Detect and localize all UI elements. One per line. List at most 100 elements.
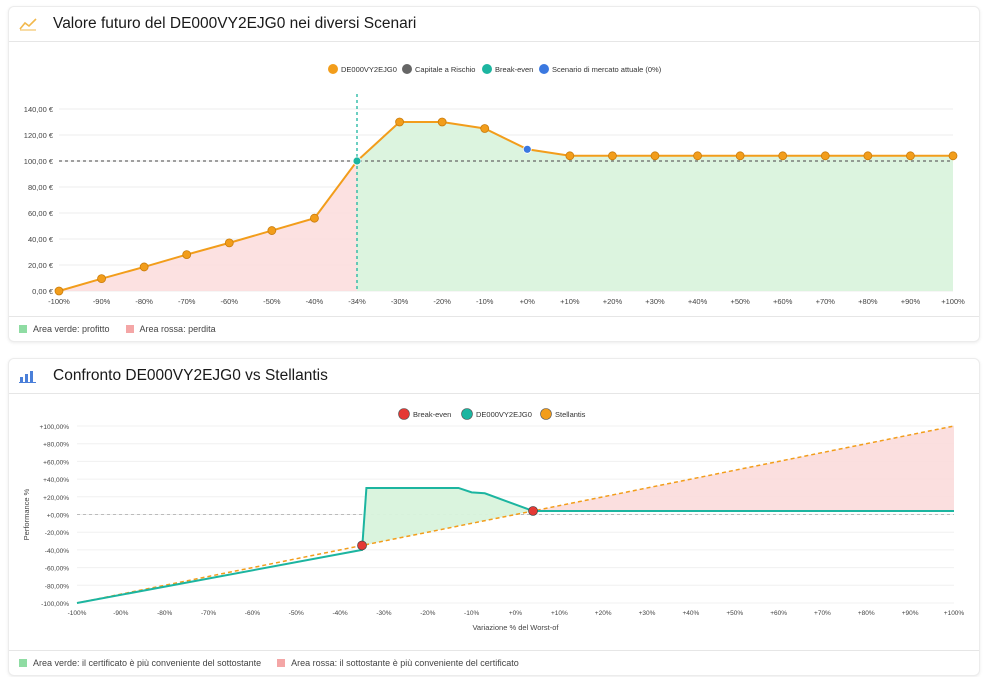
footer-item-profit: Area verde: profitto bbox=[19, 324, 110, 334]
y-tick-label: -100,00% bbox=[41, 601, 69, 608]
chart-legend: DE000VY2EJG0 Capitale a Rischio Break-even… bbox=[328, 64, 662, 74]
card-header: Valore futuro del DE000VY2EJG0 nei diver… bbox=[9, 7, 979, 42]
comparison-chart-card: Confronto DE000VY2EJG0 vs Stellantis Bre… bbox=[8, 358, 980, 676]
x-tick-label: -80% bbox=[135, 297, 153, 306]
certificate-line bbox=[76, 486, 954, 604]
legend-marker bbox=[398, 408, 410, 420]
x-tick-label: +50% bbox=[726, 610, 743, 617]
y-tick-label: 40,00 € bbox=[28, 235, 54, 244]
data-point bbox=[565, 151, 575, 161]
x-tick-label: -50% bbox=[289, 610, 304, 617]
legend-label: DE000VY2EJG0 bbox=[476, 410, 532, 419]
data-point bbox=[54, 286, 64, 296]
legend-label: Capitale a Rischio bbox=[415, 65, 475, 74]
data-point bbox=[735, 151, 745, 161]
x-tick-label: +30% bbox=[645, 297, 665, 306]
green-swatch bbox=[19, 325, 27, 333]
certificate-advantage-area bbox=[362, 487, 534, 546]
x-tick-label: -10% bbox=[476, 297, 494, 306]
scenario-chart-card: Valore futuro del DE000VY2EJG0 nei diver… bbox=[8, 6, 980, 342]
x-tick-label: +80% bbox=[858, 297, 878, 306]
data-point bbox=[608, 151, 617, 161]
legend-marker bbox=[539, 64, 549, 74]
data-point bbox=[820, 151, 830, 161]
legend-marker bbox=[540, 408, 552, 420]
footer-item-red: Area rossa: il sottostante è più conveni… bbox=[277, 658, 519, 668]
x-tick-label: +20% bbox=[603, 297, 623, 306]
legend-label: Break-even bbox=[495, 65, 533, 74]
x-tick-label: +70% bbox=[816, 297, 836, 306]
x-tick-label: +60% bbox=[770, 610, 787, 617]
footer-label: Area verde: profitto bbox=[33, 324, 110, 334]
y-tick-label: -40,00% bbox=[45, 548, 69, 555]
legend-label: Scenario di mercato attuale (0%) bbox=[552, 65, 662, 74]
current-scenario-point bbox=[522, 144, 532, 154]
y-axis-label: Performance % bbox=[22, 488, 31, 540]
data-point bbox=[480, 124, 490, 133]
x-tick-label: -100% bbox=[48, 297, 70, 306]
footer-item-loss: Area rossa: perdita bbox=[125, 324, 216, 334]
chart-legend: Break-even DE000VY2EJG0 Stellantis bbox=[398, 408, 586, 420]
loss-area bbox=[59, 161, 357, 291]
data-point bbox=[182, 250, 192, 260]
x-tick-label: +70% bbox=[814, 610, 831, 617]
x-tick-label: +90% bbox=[902, 610, 919, 617]
x-tick-label: -60% bbox=[245, 610, 260, 617]
x-tick-label: +90% bbox=[901, 297, 921, 306]
data-point bbox=[310, 213, 319, 223]
break-even-point bbox=[357, 540, 367, 551]
legend-label: DE000VY2EJG0 bbox=[341, 65, 397, 74]
chart-footer-legend: Area verde: il certificato è più conveni… bbox=[9, 650, 979, 675]
legend-marker bbox=[328, 64, 338, 74]
x-tick-label: -70% bbox=[201, 610, 216, 617]
x-tick-label: +100% bbox=[941, 297, 965, 306]
y-tick-label: +20,00% bbox=[43, 495, 69, 502]
x-tick-label: +60% bbox=[773, 297, 793, 306]
legend-marker bbox=[461, 408, 473, 420]
chart-footer-legend: Area verde: profitto Area rossa: perdita bbox=[9, 316, 979, 341]
x-tick-label: +30% bbox=[639, 610, 656, 617]
data-point bbox=[395, 117, 404, 127]
series-line bbox=[58, 121, 953, 292]
data-point bbox=[437, 117, 447, 127]
break-even-point bbox=[528, 506, 538, 516]
x-tick-label: -40% bbox=[306, 297, 324, 306]
y-tick-label: +0,00% bbox=[47, 513, 69, 520]
data-point bbox=[693, 151, 702, 161]
y-tick-label: 140,00 € bbox=[24, 105, 54, 114]
y-tick-label: +80,00% bbox=[43, 442, 69, 449]
chart-title: Valore futuro del DE000VY2EJG0 nei diver… bbox=[53, 15, 417, 32]
x-tick-label: +10% bbox=[551, 610, 568, 617]
x-tick-label: -50% bbox=[263, 297, 281, 306]
data-point bbox=[139, 262, 149, 272]
data-point bbox=[267, 226, 277, 235]
data-point bbox=[650, 151, 660, 161]
data-point bbox=[948, 151, 958, 161]
y-tick-label: -60,00% bbox=[45, 566, 69, 573]
x-tick-label: +40% bbox=[682, 610, 699, 617]
y-tick-label: -20,00% bbox=[45, 530, 69, 537]
footer-label: Area verde: il certificato è più conveni… bbox=[33, 658, 262, 668]
y-tick-label: 100,00 € bbox=[24, 157, 54, 166]
x-tick-label: -10% bbox=[464, 610, 479, 617]
x-tick-label: +50% bbox=[730, 297, 750, 306]
x-tick-label: +0% bbox=[509, 610, 522, 617]
data-point bbox=[97, 274, 106, 284]
data-point bbox=[224, 238, 234, 248]
legend-label: Break-even bbox=[413, 410, 451, 419]
scenario-chart: DE000VY2EJG0 Capitale a Rischio Break-even… bbox=[24, 64, 965, 306]
x-tick-label: +80% bbox=[858, 610, 875, 617]
x-tick-label: -40% bbox=[333, 610, 348, 617]
x-axis-label: Variazione % del Worst-of bbox=[472, 623, 559, 632]
profit-area bbox=[357, 122, 953, 291]
red-swatch bbox=[125, 325, 134, 333]
y-tick-label: 20,00 € bbox=[28, 261, 54, 270]
x-tick-label: +20% bbox=[595, 610, 612, 617]
y-tick-label: +40,00% bbox=[43, 477, 69, 484]
footer-item-green: Area verde: il certificato è più conveni… bbox=[19, 658, 261, 668]
y-tick-label: -80,00% bbox=[45, 583, 69, 590]
comparison-chart: Break-even DE000VY2EJG0 Stellantis -100,00%… bbox=[22, 408, 964, 632]
footer-label: Area rossa: perdita bbox=[139, 324, 216, 334]
x-tick-label: -100% bbox=[68, 610, 87, 617]
y-tick-label: 80,00 € bbox=[28, 183, 54, 192]
